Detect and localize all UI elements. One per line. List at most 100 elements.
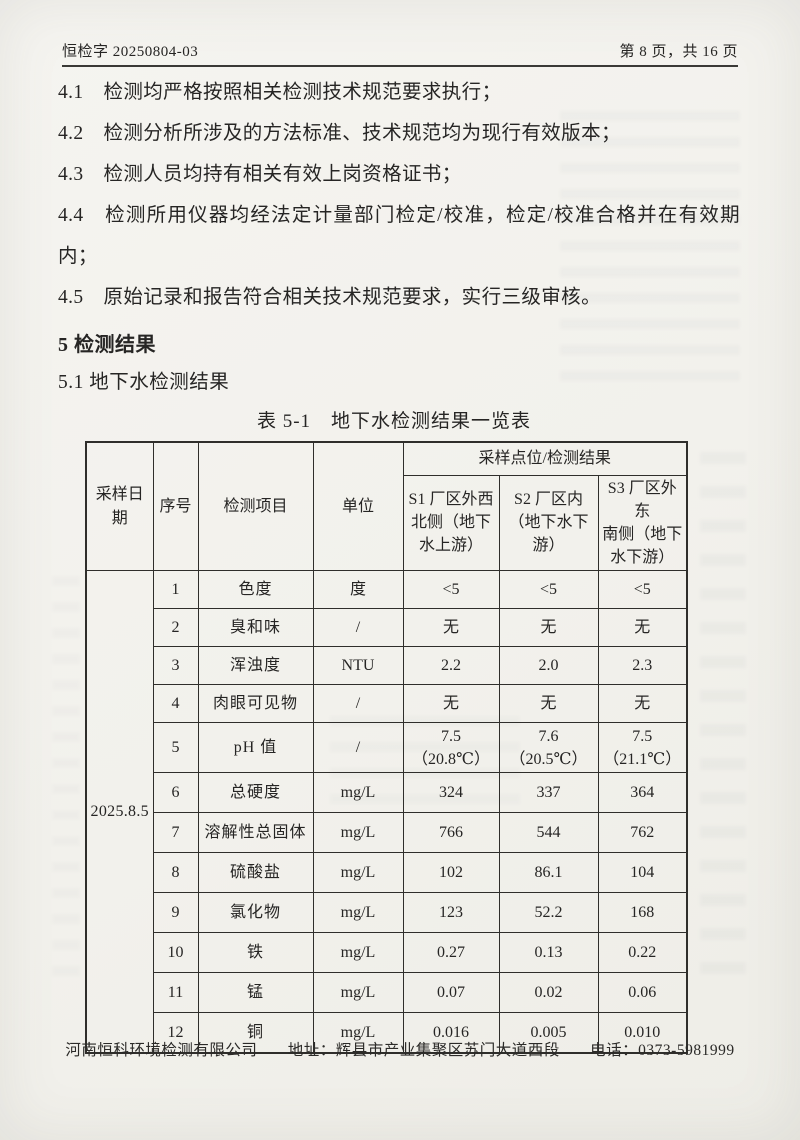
table-row: 8 硫酸盐 mg/L 102 86.1 104 — [86, 852, 688, 894]
table-row: 11 锰 mg/L 0.07 0.02 0.06 — [86, 972, 688, 1014]
footer-company: 河南恒科环境检测有限公司 — [65, 1042, 258, 1059]
row-no: 5 — [152, 722, 199, 774]
row-item: 溶解性总固体 — [197, 812, 314, 854]
row-no: 2 — [152, 608, 199, 648]
row-no: 6 — [152, 772, 199, 814]
page-header: 恒检字 20250804-03 第 8 页，共 16 页 — [62, 40, 738, 67]
row-no: 9 — [152, 892, 199, 934]
row-unit: / — [312, 722, 404, 774]
result-s3: 0.22 — [597, 932, 688, 974]
col-header-s1: S1 厂区外西 北侧（地下 水上游） — [402, 474, 500, 572]
section-title: 5 检测结果 — [58, 334, 156, 356]
table-row: 5 pH 值 / 7.5 （20.8℃） 7.6 （20.5℃） 7.5 （21… — [86, 722, 688, 774]
result-s3: 104 — [597, 852, 688, 894]
clause-4-4: 4.4 检测所用仪器均经法定计量部门检定/校准，检定/校准合格并在有效期内； — [58, 205, 740, 267]
row-item: 浑浊度 — [197, 646, 314, 686]
row-item: 铁 — [197, 932, 314, 974]
result-s1: 324 — [402, 772, 500, 814]
result-s2: 86.1 — [498, 852, 599, 894]
row-unit: mg/L — [312, 892, 404, 934]
row-unit: mg/L — [312, 972, 404, 1014]
result-s3: 0.06 — [597, 972, 688, 1014]
page-number: 第 8 页，共 16 页 — [619, 44, 738, 60]
row-item: 锰 — [197, 972, 314, 1014]
clause-4-5: 4.5 原始记录和报告符合相关技术规范要求，实行三级审核。 — [58, 287, 601, 308]
result-s3: 无 — [597, 608, 688, 648]
table-caption: 表 5-1 地下水检测结果一览表 — [256, 411, 532, 432]
result-s3: 7.5 （21.1℃） — [597, 722, 688, 774]
result-s1: 2.2 — [402, 646, 500, 686]
table-row: 12 铜 mg/L 0.016 0.005 0.010 — [86, 1012, 688, 1054]
result-s3: 2.3 — [597, 646, 688, 686]
result-s1: 7.5 （20.8℃） — [402, 722, 500, 774]
table-row: 3 浑浊度 NTU 2.2 2.0 2.3 — [86, 646, 688, 686]
result-s3: 168 — [597, 892, 688, 934]
result-s2: 0.13 — [498, 932, 599, 974]
row-no: 3 — [152, 646, 199, 686]
result-s2: 2.0 — [498, 646, 599, 686]
result-s2: <5 — [498, 570, 599, 610]
col-header-unit: 单位 — [312, 441, 404, 572]
row-no: 7 — [152, 812, 199, 854]
result-s2: 7.6 （20.5℃） — [498, 722, 599, 774]
col-header-s3: S3 厂区外东 南侧（地下 水下游） — [597, 474, 688, 572]
footer-address: 地址：辉县市产业集聚区苏门大道西段 — [287, 1042, 560, 1059]
table-row: 2025.8.5 1 色度 度 <5 <5 <5 — [85, 570, 688, 1054]
page-footer: 河南恒科环境检测有限公司 地址：辉县市产业集聚区苏门大道西段 电话：0373-5… — [0, 1038, 800, 1060]
row-unit: mg/L — [312, 812, 404, 854]
row-item: 硫酸盐 — [197, 852, 314, 894]
table-row: 4 肉眼可见物 / 无 无 无 — [86, 684, 688, 724]
result-s3: 364 — [597, 772, 688, 814]
row-unit: 度 — [312, 570, 404, 610]
row-item: 氯化物 — [197, 892, 314, 934]
result-s1: 无 — [402, 684, 500, 724]
col-header-s2: S2 厂区内 （地下水下 游） — [498, 474, 599, 572]
result-s1: 0.07 — [402, 972, 500, 1014]
clause-4-2: 4.2 检测分析所涉及的方法标准、技术规范均为现行有效版本； — [58, 123, 621, 144]
result-s2: 0.005 — [498, 1012, 599, 1054]
row-no: 1 — [152, 570, 199, 610]
row-unit: / — [312, 608, 404, 648]
result-s2: 0.02 — [498, 972, 599, 1014]
row-no: 10 — [152, 932, 199, 974]
result-s1: 0.27 — [402, 932, 500, 974]
table-row: 10 铁 mg/L 0.27 0.13 0.22 — [86, 932, 688, 974]
result-s3: <5 — [597, 570, 688, 610]
result-s1: 102 — [402, 852, 500, 894]
table-row: 2 臭和味 / 无 无 无 — [86, 608, 688, 648]
clause-4-3: 4.3 检测人员均持有相关有效上岗资格证书； — [58, 164, 462, 185]
result-s2: 337 — [498, 772, 599, 814]
subsection-title: 5.1 地下水检测结果 — [58, 372, 230, 393]
result-s3: 762 — [597, 812, 688, 854]
row-unit: mg/L — [312, 932, 404, 974]
row-unit: / — [312, 684, 404, 724]
col-header-sample-date: 采样日期 — [85, 441, 154, 572]
col-header-group: 采样点位/检测结果 — [402, 441, 688, 476]
clause-4-1: 4.1 检测均严格按照相关检测技术规范要求执行； — [58, 82, 502, 103]
footer-phone: 电话：0373-5981999 — [590, 1042, 735, 1059]
document-code: 恒检字 20250804-03 — [62, 44, 199, 60]
table-row: 9 氯化物 mg/L 123 52.2 168 — [86, 892, 688, 934]
row-item: 肉眼可见物 — [197, 684, 314, 724]
result-s3: 0.010 — [597, 1012, 688, 1054]
result-s3: 无 — [597, 684, 688, 724]
row-unit: NTU — [312, 646, 404, 686]
row-no: 4 — [152, 684, 199, 724]
table-row: 7 溶解性总固体 mg/L 766 544 762 — [86, 812, 688, 854]
col-header-item: 检测项目 — [197, 441, 314, 572]
result-s2: 544 — [498, 812, 599, 854]
row-item: 铜 — [197, 1012, 314, 1054]
col-header-no: 序号 — [152, 441, 199, 572]
row-item: 色度 — [197, 570, 314, 610]
row-item: 总硬度 — [197, 772, 314, 814]
row-no: 8 — [152, 852, 199, 894]
result-s2: 无 — [498, 608, 599, 648]
row-unit: mg/L — [312, 852, 404, 894]
row-item: pH 值 — [197, 722, 314, 774]
row-unit: mg/L — [312, 772, 404, 814]
groundwater-results-table: 采样日期 序号 检测项目 单位 采样点位/检测结果 S1 厂区外西 北侧（地下 … — [85, 441, 688, 1054]
sample-date-cell: 2025.8.5 — [85, 570, 154, 1054]
document-body: 4.1 检测均严格按照相关检测技术规范要求执行； 4.2 检测分析所涉及的方法标… — [58, 72, 740, 1054]
row-item: 臭和味 — [197, 608, 314, 648]
